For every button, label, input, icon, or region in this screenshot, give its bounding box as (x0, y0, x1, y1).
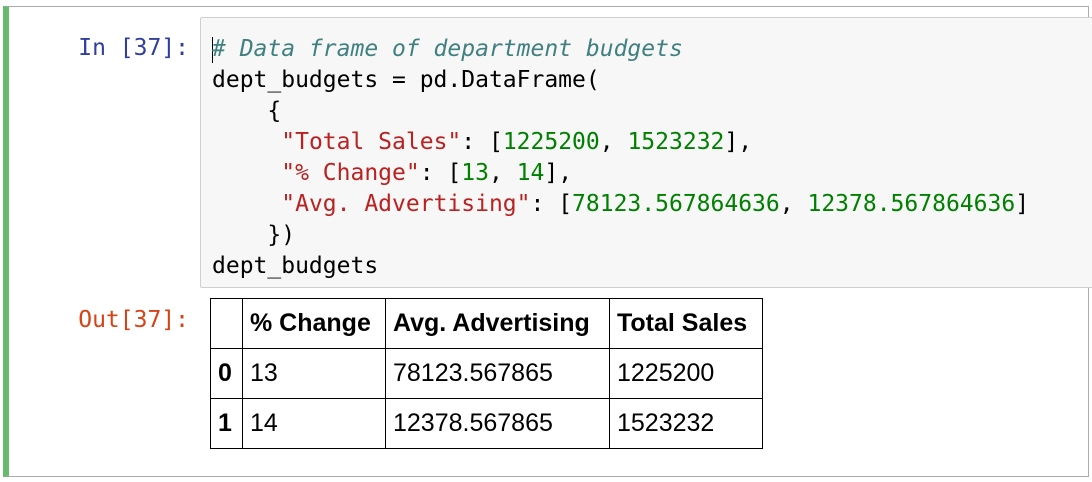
notebook-cell[interactable]: In [37]: # Data frame of department budg… (3, 6, 1092, 477)
cell-advertising: 12378.567865 (385, 398, 610, 449)
code-line-7: }) (212, 222, 296, 248)
cell-sales: 1523232 (609, 398, 763, 449)
code-line-8: dept_budgets (212, 253, 379, 279)
column-header-sales: Total Sales (609, 298, 763, 349)
cell-sales: 1225200 (609, 348, 763, 399)
table-row: 1 14 12378.567865 1523232 (210, 398, 763, 449)
code-line-5: "% Change": [13, 14], (281, 160, 573, 186)
output-prompt: Out[37]: (78, 307, 189, 333)
input-prompt: In [37]: (78, 35, 189, 61)
code-comment: # Data frame of department budgets (212, 36, 683, 62)
code-line-6: "Avg. Advertising": [78123.567864636, 12… (281, 191, 1030, 217)
code-line-3: { (212, 98, 282, 124)
row-index: 0 (210, 348, 243, 399)
code-line-4: "Total Sales": [1225200, 1523232], (281, 129, 753, 155)
index-header (210, 298, 243, 349)
code-editor[interactable]: # Data frame of department budgets dept_… (200, 17, 1092, 288)
cell-change: 14 (242, 398, 386, 449)
table-header-row: % Change Avg. Advertising Total Sales (210, 298, 763, 349)
table-row: 0 13 78123.567865 1225200 (210, 348, 763, 399)
cell-change: 13 (242, 348, 386, 399)
code-line-2: dept_budgets = pd.DataFrame( (212, 67, 600, 93)
code-line-1: # Data frame of department budgets (212, 34, 1092, 65)
column-header-change: % Change (242, 298, 386, 349)
row-index: 1 (210, 398, 243, 449)
column-header-advertising: Avg. Advertising (385, 298, 610, 349)
cell-advertising: 78123.567865 (385, 348, 610, 399)
text-cursor (212, 36, 213, 63)
dataframe-output: % Change Avg. Advertising Total Sales 0 … (210, 298, 763, 449)
